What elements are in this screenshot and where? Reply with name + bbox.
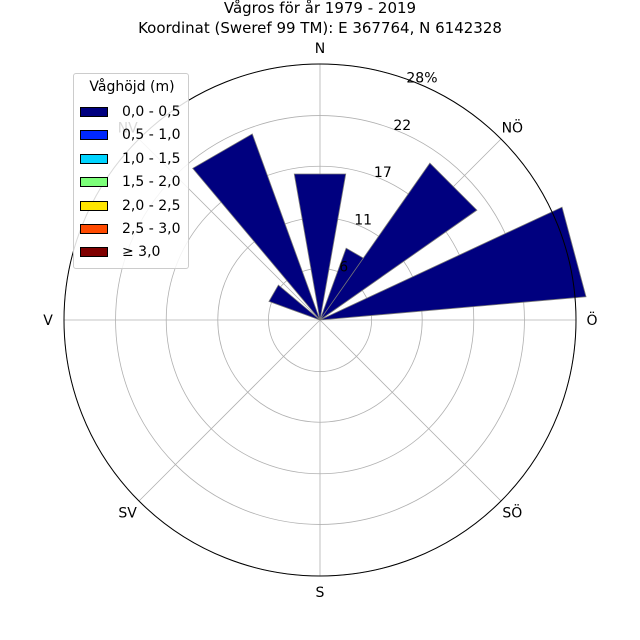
chart-title: Vågros för år 1979 - 2019 [223,0,417,17]
radial-tick-label: 11 [354,213,372,229]
radial-tick-label: 22 [393,118,411,134]
bar-wedge [268,284,321,321]
direction-label: NÖ [502,119,524,137]
bar-wedge [319,206,587,321]
direction-label: SÖ [502,503,522,521]
legend-swatch [80,153,108,164]
direction-label: S [316,585,325,601]
polar-frame [63,63,577,577]
radial-tick-label: 17 [374,165,392,181]
direction-label: SV [118,505,137,521]
legend-swatch [80,130,108,141]
radial-tick-label: 28% [406,70,437,86]
radial-tick-label: 6 [339,259,348,275]
legend-label: 0,5 - 1,0 [122,127,181,144]
legend-item: 0,5 - 1,0 [80,125,180,145]
legend-label: 0,0 - 0,5 [122,104,181,120]
legend-swatch [80,177,108,188]
legend-label: 1,0 - 1,5 [122,150,181,167]
legend-item: 1,5 - 2,0 [80,172,180,192]
legend: Våghöjd (m) 0,0 - 0,5 0,5 - 1,0 1,0 - 1,5 1… [73,73,189,269]
chart-subtitle: Koordinat (Sweref 99 TM): E 367764, N 61… [138,19,502,37]
grid-spoke [138,319,321,502]
legend-label: 2,0 - 2,5 [122,197,181,214]
bar-wedge [319,162,478,321]
legend-swatch [80,200,108,211]
direction-label: V [43,313,53,329]
legend-title: Våghöjd (m) [89,79,175,95]
legend-swatch [80,107,108,117]
legend-swatch [80,224,108,234]
legend-label: ≥ 3,0 [122,244,161,261]
legend-item: 2,5 - 3,0 [80,219,180,239]
legend-item: ≥ 3,0 [80,242,160,262]
legend-label: 1,5 - 2,0 [122,174,181,191]
legend-label: 2,5 - 3,0 [122,221,181,237]
bar-wedge [293,173,347,321]
grid-spoke [319,319,502,502]
legend-item: 1,0 - 1,5 [80,149,180,169]
direction-label: N [315,41,325,57]
legend-item: 2,0 - 2,5 [80,196,180,216]
legend-item: 0,0 - 0,5 [80,102,180,122]
direction-label: Ö [586,311,597,329]
legend-swatch [80,247,108,258]
bar-wedge [192,133,321,321]
